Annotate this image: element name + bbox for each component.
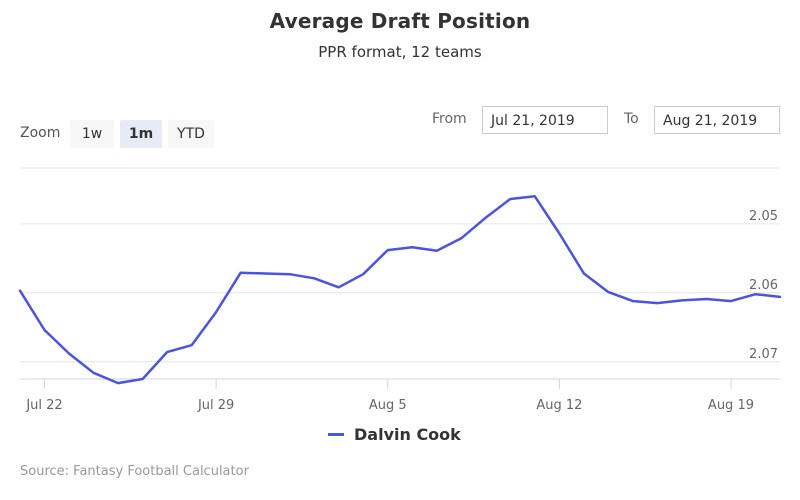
to-date-input[interactable]: Aug 21, 2019 (654, 106, 780, 134)
x-tick-label: Aug 5 (369, 398, 407, 413)
zoom-ytd-button[interactable]: YTD (168, 120, 214, 148)
x-tick-label: Aug 19 (708, 398, 754, 413)
x-tick-label: Jul 22 (25, 398, 62, 413)
from-date-input[interactable]: Jul 21, 2019 (482, 106, 608, 134)
y-axis-ticks: 2.05 2.06 2.07 (749, 209, 778, 362)
chart-title: Average Draft Position (269, 9, 531, 33)
chart-subtitle: PPR format, 12 teams (318, 43, 482, 61)
x-tick-label: Jul 29 (197, 398, 234, 413)
from-label: From (432, 111, 467, 127)
zoom-label: Zoom (20, 125, 61, 141)
series-layer (18, 195, 782, 385)
x-axis: Jul 22 Jul 29 Aug 5 Aug 12 Aug 19 (20, 378, 780, 413)
series-line-dalvin-cook (18, 195, 782, 385)
credits[interactable]: Source: Fantasy Football Calculator (20, 464, 249, 479)
to-label: To (624, 111, 639, 127)
grid-lines (20, 167, 780, 363)
zoom-1w-button[interactable]: 1w (70, 120, 114, 148)
y-tick-label: 2.07 (749, 347, 778, 362)
legend-label: Dalvin Cook (354, 425, 461, 444)
y-tick-label: 2.05 (749, 209, 778, 224)
legend-line-symbol (328, 433, 344, 436)
legend-item-dalvin-cook[interactable]: Dalvin Cook (328, 425, 461, 444)
zoom-1m-button[interactable]: 1m (120, 120, 162, 148)
y-tick-label: 2.06 (749, 278, 778, 293)
x-tick-label: Aug 12 (536, 398, 582, 413)
